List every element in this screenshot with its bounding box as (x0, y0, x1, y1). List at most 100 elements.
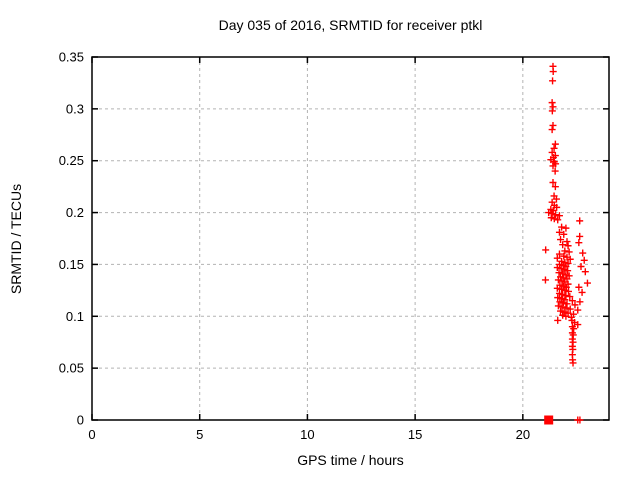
x-axis-label: GPS time / hours (297, 452, 404, 468)
data-point-plus (575, 283, 583, 291)
data-point-square (544, 415, 554, 425)
data-point-plus (566, 293, 574, 301)
data-point-plus (549, 206, 557, 214)
data-point-plus (548, 107, 556, 115)
data-point-plus (566, 255, 574, 263)
data-point-plus (553, 284, 561, 292)
y-tick-label: 0.3 (66, 101, 84, 116)
data-point-plus (553, 264, 561, 272)
data-point-plus (561, 258, 569, 266)
data-point-plus (562, 224, 570, 232)
data-point-plus (561, 286, 569, 294)
data-point-plus (555, 250, 563, 258)
data-point-plus (545, 209, 553, 217)
data-point-plus (554, 316, 562, 324)
data-point-plus (569, 359, 577, 367)
data-point-plus (542, 246, 550, 254)
y-tick-label: 0 (77, 413, 84, 428)
data-point-plus (561, 296, 569, 304)
data-point-plus (549, 77, 557, 85)
data-point-plus (554, 276, 562, 284)
data-point-plus (560, 230, 568, 238)
y-tick-label: 0.35 (59, 50, 84, 65)
data-point-plus (554, 216, 562, 224)
data-point-plus (560, 266, 568, 274)
data-point-plus (551, 183, 559, 191)
y-tick-label: 0.25 (59, 153, 84, 168)
data-point-plus (552, 195, 560, 203)
data-point-plus (554, 302, 562, 310)
data-point-plus (548, 126, 556, 134)
data-point-plus (549, 178, 557, 186)
x-tick-label: 20 (516, 427, 530, 442)
y-tick-label: 0.15 (59, 257, 84, 272)
data-point-plus (581, 268, 589, 276)
y-tick-label: 0.2 (66, 205, 84, 220)
data-point-plus (548, 148, 556, 156)
data-point-plus (564, 242, 572, 250)
data-point-plus (565, 248, 573, 256)
data-point-plus (558, 285, 566, 293)
data-point-plus (558, 303, 566, 311)
data-point-plus (570, 325, 578, 333)
plot-border (91, 56, 610, 421)
data-point-plus (550, 144, 558, 152)
data-point-plus (559, 311, 567, 319)
data-point-plus (574, 306, 582, 314)
data-point-plus (580, 256, 588, 264)
data-point-plus (549, 162, 557, 170)
data-point-plus (548, 99, 556, 107)
x-tick-label: 0 (88, 427, 95, 442)
y-tick-label: 0.1 (66, 309, 84, 324)
data-point-plus (561, 247, 569, 255)
data-point-plus (562, 304, 570, 312)
data-point-plus (555, 228, 563, 236)
y-tick-label: 0.05 (59, 361, 84, 376)
data-point-plus (579, 249, 587, 257)
data-point-plus (555, 212, 563, 220)
data-point-plus (557, 236, 565, 244)
data-point-plus (553, 203, 561, 211)
data-point-plus (562, 292, 570, 300)
chart-title: Day 035 of 2016, SRMTID for receiver ptk… (218, 17, 483, 33)
data-point-plus (563, 300, 571, 308)
data-point-plus (559, 299, 567, 307)
data-point-plus (583, 279, 591, 287)
data-point-plus (559, 241, 567, 249)
data-point-plus (562, 312, 570, 320)
data-point-plus (562, 283, 570, 291)
data-point-plus (564, 267, 572, 275)
data-point-plus (555, 289, 563, 297)
data-point-plus (551, 140, 559, 148)
data-point-plus (555, 269, 563, 277)
x-tick-label: 10 (300, 427, 314, 442)
data-point-plus (577, 263, 585, 271)
data-point-plus (554, 294, 562, 302)
data-point-plus (553, 254, 561, 262)
data-point-plus (568, 297, 576, 305)
data-point-plus (550, 215, 558, 223)
data-point-plus (578, 288, 586, 296)
data-point-plus (576, 232, 584, 240)
data-point-plus (576, 298, 584, 306)
x-tick-label: 15 (408, 427, 422, 442)
data-point-plus (571, 319, 579, 327)
data-point-plus (560, 252, 568, 260)
data-point-plus (576, 416, 584, 424)
data-point-plus (569, 331, 577, 339)
data-point-plus (549, 121, 557, 129)
data-point-plus (551, 167, 559, 175)
data-point-plus (552, 211, 560, 219)
data-point-plus (560, 308, 568, 316)
data-point-plus (549, 68, 557, 76)
data-point-plus (541, 276, 549, 284)
data-point-plus (556, 298, 564, 306)
data-point-plus (576, 217, 584, 225)
data-point-plus (575, 239, 583, 247)
data-point-plus (557, 307, 565, 315)
data-point-plus (558, 223, 566, 231)
data-point-plus (571, 301, 579, 309)
data-point-plus (559, 291, 567, 299)
